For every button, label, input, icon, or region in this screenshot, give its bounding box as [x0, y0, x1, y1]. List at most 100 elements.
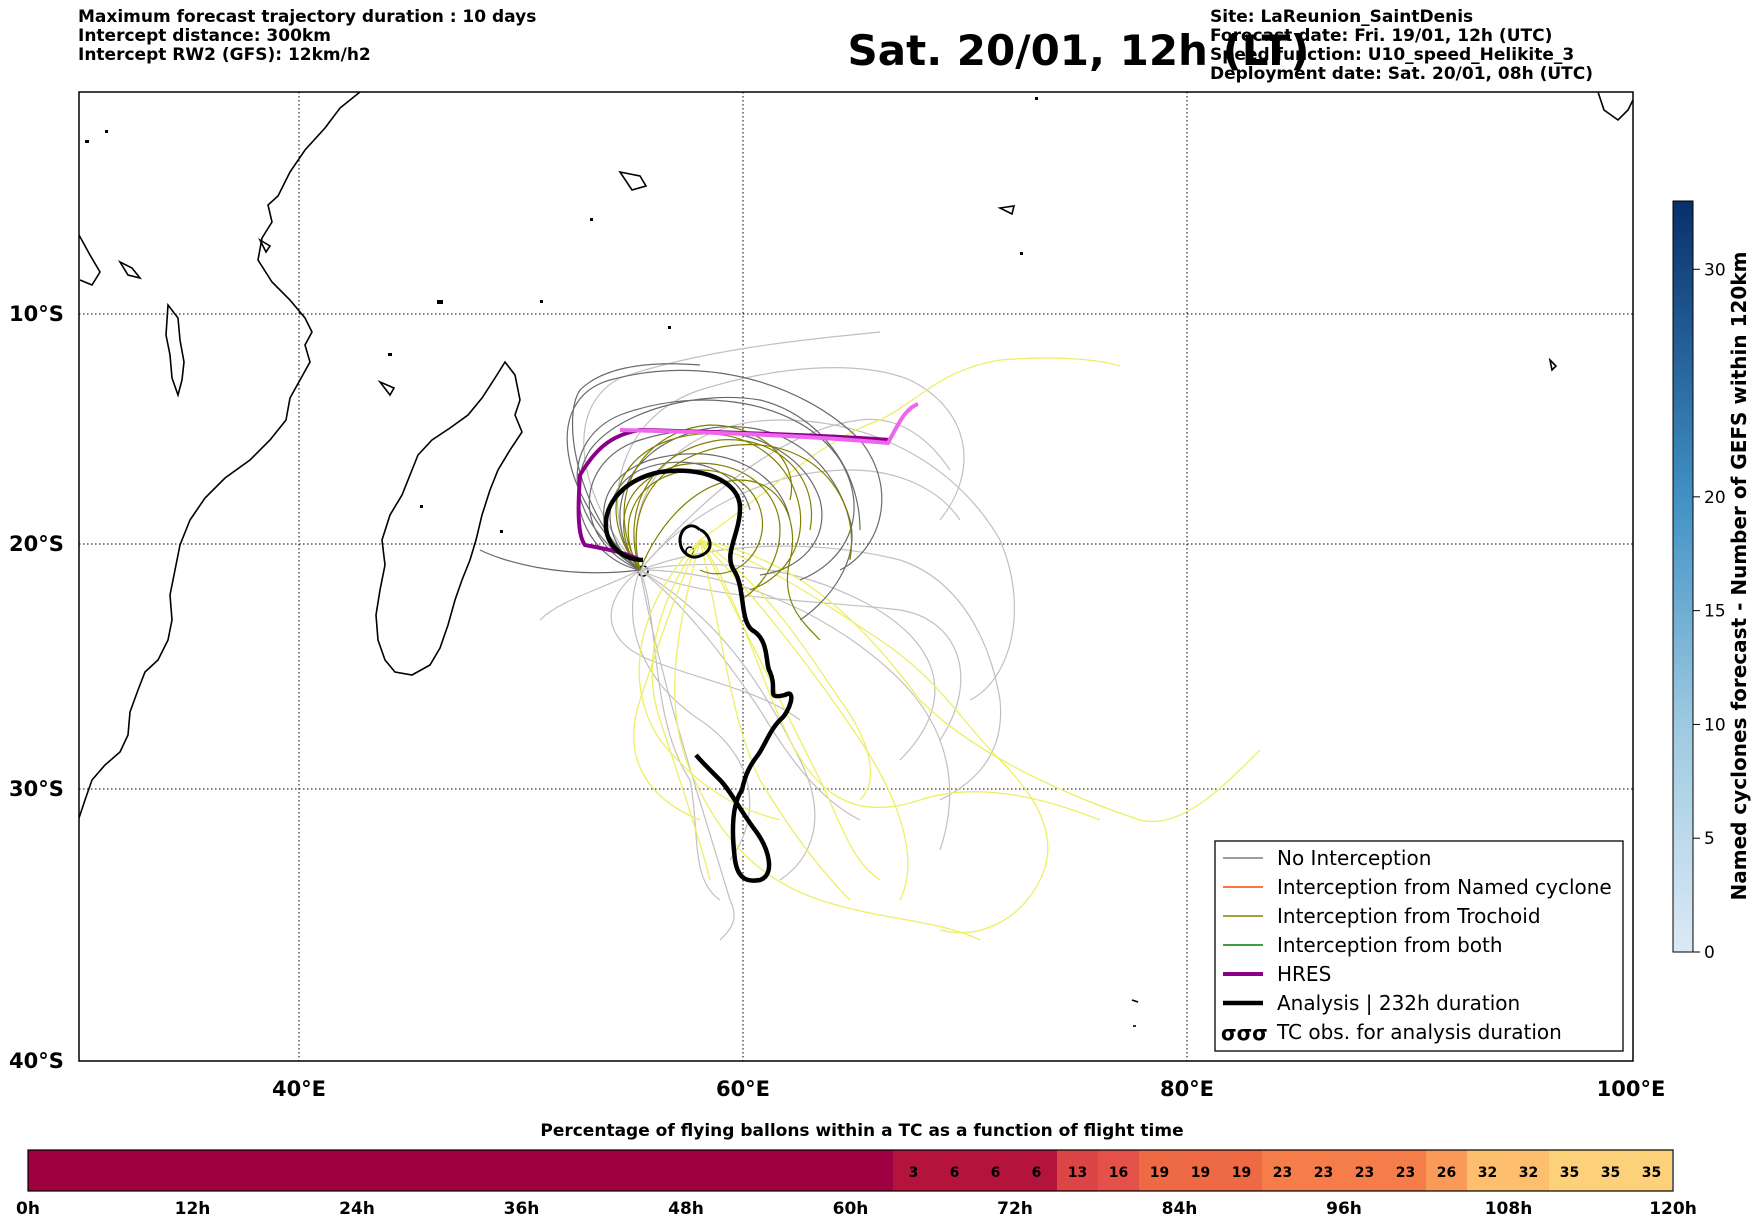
time-tick-label: 36h: [504, 1199, 540, 1219]
axis-labels: 10°S 20°S 30°S 40°S 40°E 60°E 80°E 100°E: [9, 302, 1665, 1101]
colorbar-tick-label: 0: [1704, 943, 1715, 963]
bottom-bar-frame: [27, 1149, 1674, 1192]
legend-label: No Interception: [1277, 846, 1431, 870]
bar-cell: [1385, 1150, 1426, 1191]
legend-label: Interception from Trochoid: [1277, 904, 1541, 928]
bar-cell-value: 19: [1232, 1165, 1251, 1181]
legend-tc-symbol: σσσ: [1221, 1021, 1268, 1045]
trochoid-trajectories: [615, 424, 852, 641]
bar-cell: [893, 1150, 934, 1191]
bar-cell-value: 23: [1314, 1165, 1333, 1181]
coastlines: [79, 92, 1633, 1027]
bar-cell-value: 35: [1642, 1165, 1661, 1181]
time-tick-label: 60h: [833, 1199, 869, 1219]
intercept-distance-text: Intercept distance: 300km: [78, 26, 331, 46]
bar-cell-value: 23: [1273, 1165, 1292, 1181]
time-tick-label: 72h: [997, 1199, 1033, 1219]
lat-tick-label: 30°S: [9, 777, 64, 801]
bar-cell-value: 19: [1191, 1165, 1210, 1181]
bottom-bar-cells: 3 6 6 6 13 16 19 19 19 23 23 23 23 26 32 32 35 35 35: [893, 1150, 1672, 1191]
madagascar-coastline: [375, 360, 523, 676]
bar-cell: [1139, 1150, 1180, 1191]
magenta-forecast-trajectory: [619, 402, 919, 446]
bar-cell-value: 16: [1109, 1165, 1128, 1181]
time-tick-label: 120h: [1649, 1199, 1697, 1219]
bar-cell: [1098, 1150, 1139, 1191]
lat-tick-label: 20°S: [9, 532, 64, 556]
bar-cell: [1221, 1150, 1262, 1191]
bar-cell-value: 13: [1068, 1165, 1087, 1181]
colorbar: 0 5 10 15 20 30 Named cyclones forecast - Num…: [1672, 200, 1751, 963]
legend-label: Interception from both: [1277, 933, 1503, 957]
lon-tick-label: 60°E: [716, 1077, 770, 1101]
intercept-rw2-text: Intercept RW2 (GFS): 12km/h2: [78, 45, 371, 65]
small-islands: [85, 97, 1038, 533]
bar-cell: [975, 1150, 1016, 1191]
bar-cell: [1344, 1150, 1385, 1191]
colorbar-ticks: 0 5 10 15 20 30: [1693, 260, 1726, 963]
time-tick-label: 84h: [1162, 1199, 1198, 1219]
bar-cell-value: 3: [909, 1165, 919, 1181]
bar-cell: [1303, 1150, 1344, 1191]
graticule: [79, 92, 1633, 1061]
time-tick-label: 0h: [16, 1199, 40, 1219]
no-interception-trajectories: [479, 363, 883, 621]
max-duration-text: Maximum forecast trajectory duration : 1…: [78, 7, 537, 27]
bar-cell-value: 35: [1560, 1165, 1579, 1181]
bar-cell-value: 6: [991, 1165, 1001, 1181]
bar-cell-value: 32: [1478, 1165, 1497, 1181]
forecast-trajectories-yellow: [633, 357, 1261, 941]
legend-label: Analysis | 232h duration: [1277, 991, 1520, 1015]
header-right-info: Site: LaReunion_SaintDenis Forecast date…: [1210, 8, 1593, 84]
analysis-loop: [678, 524, 712, 559]
time-tick-label: 96h: [1326, 1199, 1362, 1219]
header-left-info: Maximum forecast trajectory duration : 1…: [78, 8, 536, 65]
africa-coastline: [79, 92, 361, 819]
bar-cell: [1631, 1150, 1672, 1191]
analysis-trajectory: [603, 468, 794, 883]
lat-tick-label: 40°S: [9, 1049, 64, 1073]
colorbar-tick-label: 5: [1704, 829, 1715, 849]
colorbar-label: Named cyclones forecast - Number of GEFS…: [1727, 252, 1751, 901]
bar-cell-value: 23: [1355, 1165, 1374, 1181]
bottom-bar-base: [28, 1150, 893, 1191]
legend-label: HRES: [1277, 962, 1331, 986]
bar-cell: [1508, 1150, 1549, 1191]
colorbar-tick-label: 10: [1704, 715, 1726, 735]
colorbar-tick-label: 30: [1704, 260, 1726, 280]
lon-tick-label: 100°E: [1597, 1077, 1666, 1101]
bar-cell-value: 23: [1396, 1165, 1415, 1181]
legend-label: TC obs. for analysis duration: [1276, 1020, 1562, 1044]
legend: σσσ No Interception Interception from Na…: [1214, 840, 1624, 1052]
forecast-date-text: Forecast date: Fri. 19/01, 12h (UTC): [1210, 26, 1553, 46]
bottom-bar-title: Percentage of flying ballons within a TC…: [540, 1121, 1183, 1141]
bar-cell: [1180, 1150, 1221, 1191]
bar-cell-value: 35: [1601, 1165, 1620, 1181]
speed-function-text: Speed function: U10_speed_Helikite_3: [1210, 45, 1575, 65]
bottom-bar: Percentage of flying ballons within a TC…: [16, 1121, 1697, 1219]
site-text: Site: LaReunion_SaintDenis: [1210, 7, 1474, 27]
colorbar-gradient: [1672, 200, 1694, 953]
bar-cell-value: 32: [1519, 1165, 1538, 1181]
bar-cell-value: 6: [1032, 1165, 1042, 1181]
bar-cell-value: 6: [950, 1165, 960, 1181]
bar-cell: [1426, 1150, 1467, 1191]
time-tick-label: 12h: [175, 1199, 211, 1219]
forecast-trajectories-gray: [539, 331, 1015, 941]
bar-cell: [934, 1150, 975, 1191]
lon-tick-label: 80°E: [1160, 1077, 1214, 1101]
colorbar-tick-label: 20: [1704, 488, 1726, 508]
legend-label: Interception from Named cyclone: [1277, 875, 1612, 899]
time-tick-label: 108h: [1485, 1199, 1533, 1219]
bottom-bar-time-ticks: 0h 12h 24h 36h 48h 60h 72h 84h 96h 108h 120h: [16, 1199, 1697, 1219]
bar-cell-value: 26: [1437, 1165, 1456, 1181]
bar-cell: [1590, 1150, 1631, 1191]
bar-cell-value: 19: [1150, 1165, 1169, 1181]
bar-cell: [1057, 1150, 1098, 1191]
bar-cell: [1549, 1150, 1590, 1191]
lat-tick-label: 10°S: [9, 302, 64, 326]
bar-cell: [1016, 1150, 1057, 1191]
deployment-date-text: Deployment date: Sat. 20/01, 08h (UTC): [1210, 64, 1594, 84]
bar-cell: [1467, 1150, 1508, 1191]
